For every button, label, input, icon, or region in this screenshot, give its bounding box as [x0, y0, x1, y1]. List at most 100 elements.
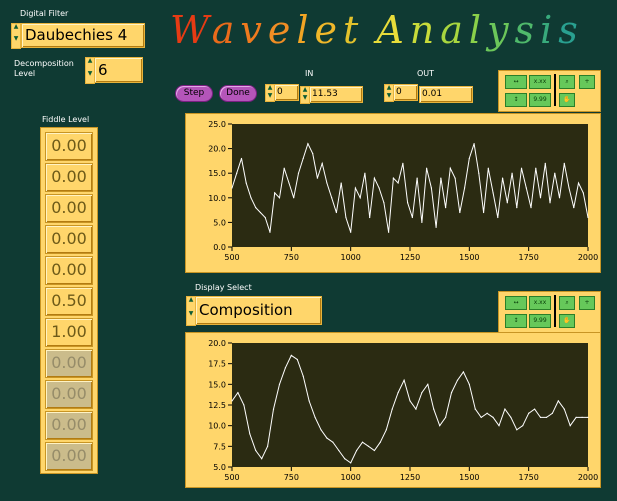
data-point: [255, 207, 257, 209]
out-index-field[interactable]: 0: [393, 84, 418, 101]
fiddle-level-cell[interactable]: 0.00: [45, 380, 93, 409]
fiddle-level-cell[interactable]: 0.00: [45, 349, 93, 378]
data-point: [302, 157, 304, 160]
in-value-field[interactable]: 11.53: [309, 86, 363, 103]
crosshair-icon[interactable]: +: [579, 75, 595, 89]
fiddle-level-cell[interactable]: 1.00: [45, 318, 93, 347]
done-button[interactable]: Done: [219, 85, 257, 102]
data-point: [530, 207, 532, 209]
x-scale-icon[interactable]: ↔: [505, 296, 527, 310]
input-signal-graph[interactable]: 25.0 20.0 15.0 10.0 5.0 0.0 500 750 1000 1250 1500…: [185, 113, 601, 273]
data-point: [416, 177, 418, 179]
data-point: [331, 197, 333, 199]
data-point: [474, 408, 476, 410]
zoom-icon[interactable]: ⌕: [559, 296, 575, 310]
data-point: [249, 433, 251, 435]
data-point: [487, 167, 489, 169]
data-point: [397, 392, 399, 394]
data-point: [391, 408, 393, 410]
fiddle-level-cell[interactable]: 0.00: [45, 163, 93, 192]
data-point: [407, 202, 409, 204]
x-tick-label: 1500: [459, 253, 479, 262]
x-format-icon[interactable]: x.xx: [529, 296, 551, 310]
data-point: [482, 211, 485, 214]
data-point: [454, 177, 456, 179]
data-point: [545, 416, 548, 418]
x-tick-label: 500: [224, 473, 239, 482]
data-point: [302, 375, 304, 377]
x-format-icon[interactable]: x.xx: [529, 75, 551, 89]
y-format-icon[interactable]: 9.99: [529, 93, 551, 107]
data-point: [316, 177, 319, 179]
digital-filter-select[interactable]: Daubechies 4: [21, 23, 145, 48]
data-point: [359, 197, 361, 199]
y-scale-icon[interactable]: ↕: [505, 93, 527, 107]
data-point: [573, 207, 575, 209]
data-point: [367, 445, 370, 447]
out-value-field[interactable]: 0.01: [419, 86, 473, 103]
x-tick-label: 750: [284, 253, 299, 262]
data-point: [557, 400, 559, 402]
step-button[interactable]: Step: [175, 85, 213, 102]
x-tick-label: 1500: [459, 473, 479, 482]
fiddle-level-cell[interactable]: 0.50: [45, 287, 93, 316]
data-point: [409, 400, 411, 402]
title-letter: l: [296, 8, 315, 52]
graph-tool-palette-bottom: ↔ x.xx ⌕ + ↕ 9.99 ✋: [498, 291, 601, 333]
crosshair-icon[interactable]: +: [579, 296, 595, 310]
display-select-ring[interactable]: Composition: [195, 296, 322, 325]
fiddle-level-cell[interactable]: 0.00: [45, 132, 93, 161]
data-point: [373, 449, 375, 452]
fiddle-level-cell[interactable]: 0.00: [45, 225, 93, 254]
in-label: IN: [305, 69, 314, 78]
data-point: [426, 167, 428, 169]
y-tick-label: 0.0: [213, 243, 226, 252]
pan-icon[interactable]: ✋: [559, 314, 575, 328]
data-point: [378, 187, 380, 189]
decomposition-level-input[interactable]: 6: [94, 57, 143, 83]
zoom-icon[interactable]: ⌕: [559, 75, 575, 89]
data-point: [539, 197, 542, 199]
data-point: [516, 207, 518, 209]
fiddle-level-cell[interactable]: 0.00: [45, 256, 93, 285]
digital-filter-label: Digital Filter: [20, 9, 69, 18]
title-letter: a: [440, 8, 469, 52]
data-point: [421, 392, 423, 394]
data-point: [539, 416, 542, 418]
data-point: [259, 211, 262, 214]
data-point: [581, 416, 583, 418]
data-point: [345, 216, 347, 219]
data-point: [250, 197, 252, 199]
x-scale-icon[interactable]: ↔: [505, 75, 527, 89]
fiddle-level-cell[interactable]: 0.00: [45, 411, 93, 440]
data-point: [350, 231, 352, 233]
data-point: [563, 408, 565, 410]
decomposition-label: Decomposition Level: [14, 59, 74, 79]
data-point: [449, 167, 451, 169]
y-scale-icon[interactable]: ↕: [505, 314, 527, 328]
digital-filter-ring-arrows[interactable]: ▲ ▼: [11, 23, 21, 49]
data-point: [332, 441, 334, 443]
data-point: [468, 383, 470, 385]
data-point: [344, 458, 346, 460]
series-line: [231, 142, 589, 233]
data-point: [356, 449, 358, 452]
data-point: [267, 445, 269, 447]
data-point: [587, 216, 589, 219]
data-point: [435, 226, 437, 228]
y-format-icon[interactable]: 9.99: [529, 314, 551, 328]
title-letter: s: [514, 8, 541, 52]
title-letter: e: [267, 8, 297, 52]
data-point: [575, 416, 577, 418]
x-tick-label: 1000: [340, 253, 360, 262]
pan-icon[interactable]: ✋: [559, 93, 575, 107]
in-index-field[interactable]: 0: [274, 84, 299, 101]
fiddle-level-cell[interactable]: 0.00: [45, 442, 93, 471]
title-letter: y: [487, 8, 515, 52]
data-point: [480, 416, 482, 418]
fiddle-level-cell[interactable]: 0.00: [45, 194, 93, 223]
composition-graph[interactable]: 20.0 17.5 15.0 12.5 10.0 7.5 5.0 500 750 1000 1250…: [185, 332, 601, 488]
data-point: [278, 197, 281, 199]
app-title: Wavelet Analysis: [170, 8, 584, 52]
